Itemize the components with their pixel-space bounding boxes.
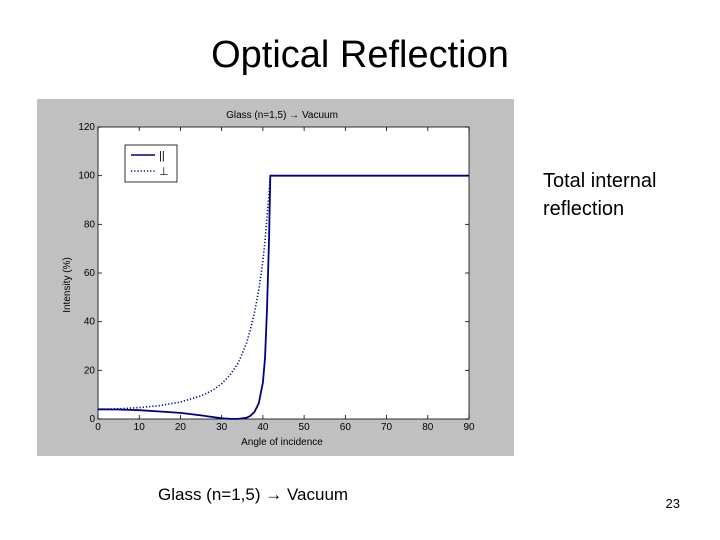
slide-caption: Glass (n=1,5) → Vacuum [158,485,349,504]
y-tick-label: 120 [78,122,95,133]
y-tick-label: 60 [84,268,96,279]
legend-box [124,144,178,183]
total-internal-reflection-note: Total internal reflection [543,170,657,220]
reflection-chart: 0 10 20 30 40 50 60 70 80 90 0 20 40 60 80 100 120 || ⊥ G… [62,110,475,448]
ticks-layer: 0 10 20 30 40 50 60 70 80 90 0 20 40 60 80 100 120 [78,122,475,433]
legend-label-parallel: || [159,150,165,162]
x-tick-label: 50 [299,422,311,433]
y-axis-label: Intensity (%) [62,257,73,313]
series-parallel-line [97,174,469,420]
y-tick-label: 0 [89,414,95,425]
legend: || ⊥ [124,144,178,183]
x-tick-label: 70 [381,422,393,433]
x-tick-label: 0 [95,422,101,433]
x-tick-label: 10 [134,422,146,433]
x-tick-label: 60 [340,422,352,433]
x-tick-label: 90 [463,422,475,433]
series-layer [97,174,469,420]
x-tick-label: 80 [422,422,434,433]
slide-title: Optical Reflection [211,34,509,76]
x-tick-label: 40 [257,422,269,433]
x-tick-label: 20 [175,422,187,433]
slide-number: 23 [665,496,680,511]
chart-title: Glass (n=1,5) → Vacuum [226,110,338,121]
y-tick-label: 40 [84,317,96,328]
legend-label-perpendicular: ⊥ [159,166,169,178]
x-axis-label: Angle of incidence [241,437,323,448]
y-tick-label: 20 [84,365,96,376]
y-tick-label: 100 [78,171,95,182]
x-tick-label: 30 [216,422,228,433]
y-tick-label: 80 [84,219,96,230]
